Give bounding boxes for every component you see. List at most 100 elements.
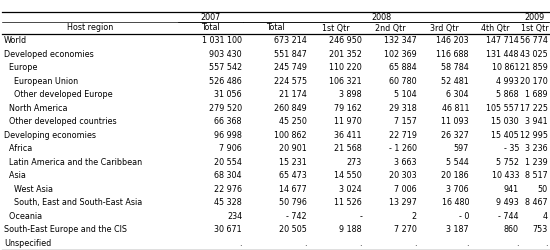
Text: 1 031 100: 1 031 100 xyxy=(202,36,242,45)
Text: 7 006: 7 006 xyxy=(394,185,417,194)
Text: 15 405: 15 405 xyxy=(491,131,519,140)
Text: 279 520: 279 520 xyxy=(209,104,242,113)
Text: 14 550: 14 550 xyxy=(334,171,362,180)
Text: 8 517: 8 517 xyxy=(525,171,548,180)
Text: 673 214: 673 214 xyxy=(274,36,307,45)
Text: 65 473: 65 473 xyxy=(279,171,307,180)
Text: 3rd Qtr: 3rd Qtr xyxy=(430,24,458,32)
Text: Unspecified: Unspecified xyxy=(4,239,51,248)
Text: 20 505: 20 505 xyxy=(279,225,307,234)
Text: 1 239: 1 239 xyxy=(525,158,548,167)
Text: 21 174: 21 174 xyxy=(279,90,307,99)
Text: 50: 50 xyxy=(538,185,548,194)
Text: 860: 860 xyxy=(504,225,519,234)
Text: 4: 4 xyxy=(543,212,548,221)
Text: 20 303: 20 303 xyxy=(389,171,417,180)
Text: 68 304: 68 304 xyxy=(214,171,242,180)
Text: Developed economies: Developed economies xyxy=(4,50,94,59)
Text: 20 170: 20 170 xyxy=(520,77,548,86)
Text: 26 327: 26 327 xyxy=(441,131,469,140)
Text: 30 671: 30 671 xyxy=(214,225,242,234)
Text: 245 749: 245 749 xyxy=(274,63,307,72)
Text: 100 862: 100 862 xyxy=(274,131,307,140)
Text: .: . xyxy=(466,239,469,248)
Text: 65 884: 65 884 xyxy=(389,63,417,72)
Text: 6 304: 6 304 xyxy=(447,90,469,99)
Text: Africa: Africa xyxy=(4,144,32,153)
Text: 66 368: 66 368 xyxy=(214,117,242,126)
Text: North America: North America xyxy=(4,104,68,113)
Text: Asia: Asia xyxy=(4,171,26,180)
Text: 557 542: 557 542 xyxy=(209,63,242,72)
Text: 2nd Qtr: 2nd Qtr xyxy=(375,24,406,32)
Text: Host region: Host region xyxy=(67,24,113,32)
Text: 36 411: 36 411 xyxy=(334,131,362,140)
Text: 52 481: 52 481 xyxy=(441,77,469,86)
Text: 1 689: 1 689 xyxy=(525,90,548,99)
Text: 21 859: 21 859 xyxy=(520,63,548,72)
Text: 9 188: 9 188 xyxy=(339,225,362,234)
Text: 3 187: 3 187 xyxy=(447,225,469,234)
Text: 106 321: 106 321 xyxy=(329,77,362,86)
Text: 5 868: 5 868 xyxy=(496,90,519,99)
Text: 3 941: 3 941 xyxy=(525,117,548,126)
Text: 5 104: 5 104 xyxy=(394,90,417,99)
Text: 5 544: 5 544 xyxy=(446,158,469,167)
Text: 11 526: 11 526 xyxy=(334,198,362,207)
Text: .: . xyxy=(360,239,362,248)
Text: 43 025: 43 025 xyxy=(520,50,548,59)
Text: .: . xyxy=(239,239,242,248)
Text: 20 186: 20 186 xyxy=(441,171,469,180)
Text: 597: 597 xyxy=(454,144,469,153)
Text: South-East Europe and the CIS: South-East Europe and the CIS xyxy=(4,225,127,234)
Text: 11 970: 11 970 xyxy=(334,117,362,126)
Text: 260 849: 260 849 xyxy=(274,104,307,113)
Text: 7 270: 7 270 xyxy=(394,225,417,234)
Text: 110 220: 110 220 xyxy=(329,63,362,72)
Text: 131 448: 131 448 xyxy=(487,50,519,59)
Text: 50 796: 50 796 xyxy=(279,198,307,207)
Text: Latin America and the Caribbean: Latin America and the Caribbean xyxy=(4,158,142,167)
Text: - 742: - 742 xyxy=(287,212,307,221)
Text: 4 993: 4 993 xyxy=(496,77,519,86)
Text: 17 225: 17 225 xyxy=(520,104,548,113)
Text: South, East and South-East Asia: South, East and South-East Asia xyxy=(4,198,142,207)
Text: 15 030: 15 030 xyxy=(491,117,519,126)
Text: 8 467: 8 467 xyxy=(525,198,548,207)
Text: 29 318: 29 318 xyxy=(389,104,417,113)
Text: 58 784: 58 784 xyxy=(441,63,469,72)
Text: - 1 260: - 1 260 xyxy=(389,144,417,153)
Text: 9 493: 9 493 xyxy=(496,198,519,207)
Text: 21 568: 21 568 xyxy=(334,144,362,153)
Text: 551 847: 551 847 xyxy=(274,50,307,59)
Text: 132 347: 132 347 xyxy=(384,36,417,45)
Text: 941: 941 xyxy=(504,185,519,194)
Text: 7 906: 7 906 xyxy=(219,144,242,153)
Text: 45 250: 45 250 xyxy=(279,117,307,126)
Text: 16 480: 16 480 xyxy=(442,198,469,207)
Text: 3 236: 3 236 xyxy=(525,144,548,153)
Text: 753: 753 xyxy=(533,225,548,234)
Text: 14 677: 14 677 xyxy=(279,185,307,194)
Text: 273: 273 xyxy=(346,158,362,167)
Text: 3 663: 3 663 xyxy=(394,158,417,167)
Text: 2007: 2007 xyxy=(200,12,221,22)
Text: 4th Qtr: 4th Qtr xyxy=(481,24,509,32)
Text: 96 998: 96 998 xyxy=(214,131,242,140)
Text: 10 433: 10 433 xyxy=(492,171,519,180)
Text: Total: Total xyxy=(201,24,220,32)
Text: - 35: - 35 xyxy=(503,144,519,153)
Text: Other developed Europe: Other developed Europe xyxy=(4,90,113,99)
Text: -: - xyxy=(359,212,362,221)
Text: 147 714: 147 714 xyxy=(486,36,519,45)
Text: 5 752: 5 752 xyxy=(496,158,519,167)
Text: West Asia: West Asia xyxy=(4,185,53,194)
Text: World: World xyxy=(4,36,27,45)
Text: 102 369: 102 369 xyxy=(384,50,417,59)
Text: 3 898: 3 898 xyxy=(339,90,362,99)
Text: Total: Total xyxy=(266,24,285,32)
Text: 105 557: 105 557 xyxy=(486,104,519,113)
Text: 15 231: 15 231 xyxy=(279,158,307,167)
Text: 1st Qtr: 1st Qtr xyxy=(322,24,349,32)
Text: 22 976: 22 976 xyxy=(214,185,242,194)
